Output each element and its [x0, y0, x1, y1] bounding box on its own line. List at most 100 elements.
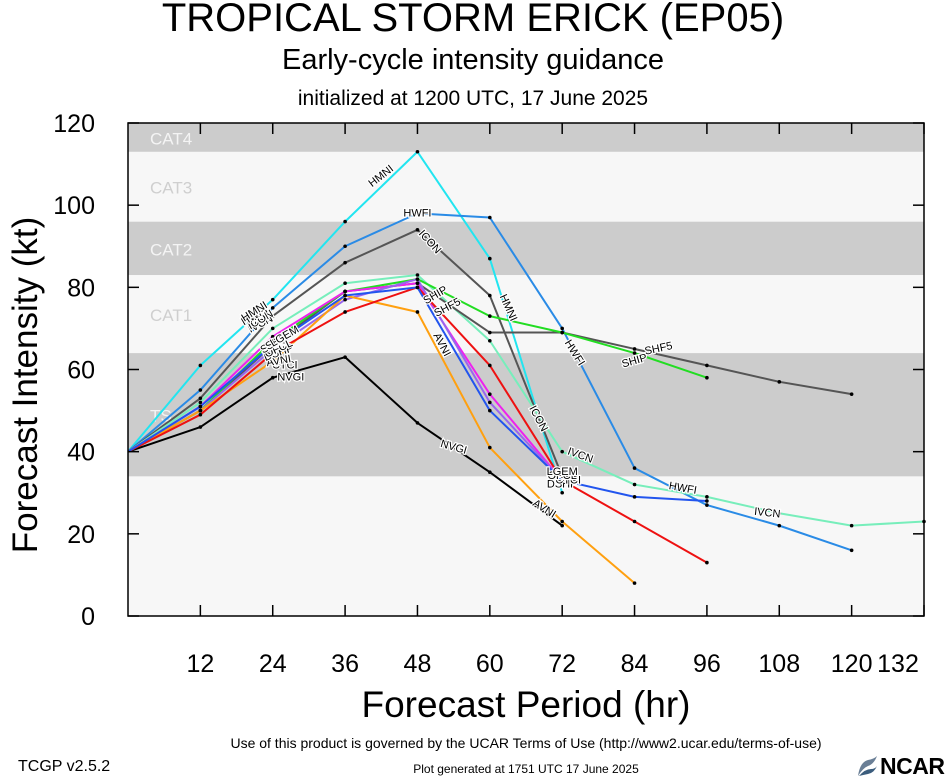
data-point-ship — [560, 330, 564, 335]
data-point-hwfi — [632, 466, 637, 470]
y-tick-label: 120 — [53, 110, 95, 138]
version-label: TCGP v2.5.2 — [18, 758, 111, 775]
data-point-ivcn — [849, 523, 854, 528]
model-label-hwfi: HWFI — [403, 207, 431, 219]
data-point-ctci — [705, 560, 709, 565]
x-tick-label: 108 — [758, 650, 800, 678]
data-point-nvgi — [560, 523, 564, 528]
data-point-icon — [560, 474, 564, 479]
model-label-nvgi: NVGI — [277, 372, 304, 384]
x-axis-label: Forecast Period (hr) — [361, 684, 691, 725]
model-label-ctci: CTCI — [272, 359, 298, 371]
data-point-ivcn — [705, 495, 709, 499]
data-point-ivcn — [343, 281, 347, 286]
model-lines — [127, 149, 926, 585]
y-tick-label: 60 — [67, 357, 95, 385]
data-point-avni — [560, 519, 564, 524]
band-cat2 — [128, 221, 924, 276]
x-tick-label: 12 — [186, 650, 214, 678]
data-point-ofcl — [488, 408, 492, 413]
data-point-hwfi — [488, 215, 492, 220]
data-point-ship — [705, 375, 709, 380]
model-label-ctci: CTCI — [555, 474, 581, 486]
model-label-avni: AVNI — [265, 353, 292, 369]
data-point-ofcl — [270, 343, 275, 347]
data-point-avni — [415, 310, 420, 314]
data-point-lgem — [415, 281, 420, 286]
data-point-nvgi — [198, 425, 203, 429]
data-point-hmni — [560, 490, 564, 495]
data-point-hmni — [198, 363, 203, 368]
x-tick-label: 96 — [693, 650, 721, 678]
band-label-cat3: CAT3 — [150, 179, 192, 198]
data-point-hwfi — [415, 211, 420, 216]
data-point-shf5 — [777, 380, 782, 384]
data-point-ofcl — [343, 293, 347, 298]
data-point-dshp — [488, 400, 492, 405]
data-point-avni — [488, 445, 492, 450]
data-point-hmni — [488, 256, 492, 261]
data-point-shf5 — [849, 392, 854, 396]
chart-init-time: initialized at 1200 UTC, 17 June 2025 — [297, 87, 649, 110]
data-point-dshp — [270, 347, 275, 351]
data-point-nvgi — [415, 421, 420, 425]
series-line-ivcn — [127, 274, 925, 527]
model-label-ofcl: OFCL — [548, 470, 577, 482]
data-point-ofcl — [632, 495, 637, 499]
data-point-icon — [198, 396, 203, 401]
data-point-ctci — [632, 519, 637, 524]
x-tick-label: 36 — [331, 650, 359, 678]
data-point-hwfi — [198, 388, 203, 392]
data-point-lgem — [488, 392, 492, 396]
band-cat4 — [128, 123, 924, 152]
y-tick-label: 20 — [67, 521, 95, 549]
x-tick-label: 84 — [621, 650, 649, 678]
y-axis-label: Forecast Intensity (kt) — [6, 216, 45, 554]
data-point-hwfi — [343, 244, 347, 249]
data-point-hmni — [270, 297, 275, 302]
data-point-ctci — [488, 363, 492, 368]
data-point-hwfi — [270, 306, 275, 310]
data-point-icon — [343, 260, 347, 265]
data-point-ivcn — [777, 511, 782, 516]
y-tick-label: 0 — [81, 603, 95, 631]
data-point-shf5 — [705, 363, 709, 368]
x-tick-label: 132 — [877, 650, 919, 678]
data-point-hmni — [415, 149, 420, 154]
data-point-ship — [632, 351, 637, 355]
x-tick-label: 48 — [404, 650, 432, 678]
ncar-logo-icon — [858, 756, 877, 776]
data-point-hwfi — [705, 503, 709, 507]
data-point-hwfi — [849, 548, 854, 553]
x-tick-label: 72 — [548, 650, 576, 678]
data-point-ivcn — [632, 482, 637, 487]
data-point-ivcn — [488, 338, 492, 343]
series-line-avni — [127, 294, 636, 584]
data-point-ofcl — [705, 499, 709, 503]
data-point-icon — [270, 314, 275, 318]
data-point-ivcn — [560, 449, 564, 454]
data-point-ctci — [343, 310, 347, 314]
data-point-shf5 — [632, 347, 637, 351]
y-tick-label: 40 — [67, 439, 95, 467]
data-point-ofcl — [415, 285, 420, 290]
data-point-ivcn — [415, 273, 420, 277]
data-point-avni — [270, 359, 275, 364]
terms-of-use-link[interactable]: Use of this product is governed by the U… — [230, 735, 822, 751]
y-tick-label: 100 — [53, 192, 95, 220]
data-point-icon — [488, 293, 492, 298]
ncar-logo: NCAR — [856, 752, 946, 780]
chart-title: TROPICAL STORM ERICK (EP05) — [161, 0, 785, 40]
data-point-ivcn — [198, 400, 203, 405]
data-point-ship — [270, 338, 275, 343]
band-label-cat2: CAT2 — [150, 240, 192, 259]
data-point-lgem — [270, 334, 275, 339]
model-label-ivcn: IVCN — [754, 506, 781, 521]
data-point-icon — [415, 228, 420, 232]
data-point-nvgi — [270, 375, 275, 380]
band-label-cat4: CAT4 — [150, 129, 192, 148]
model-label-dshp: DSHP — [547, 478, 578, 490]
x-tick-label: 24 — [259, 650, 287, 678]
data-point-dshp — [343, 297, 347, 302]
